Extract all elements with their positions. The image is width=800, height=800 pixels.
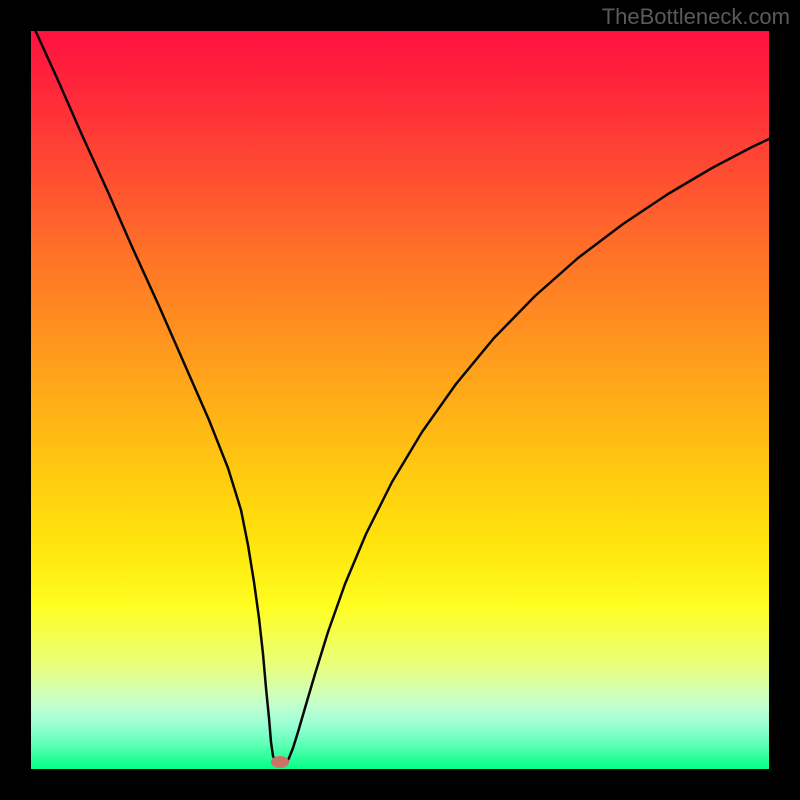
watermark-text: TheBottleneck.com	[602, 4, 790, 30]
chart-background	[31, 31, 769, 769]
chart-container: TheBottleneck.com	[0, 0, 800, 800]
optimum-marker	[271, 756, 289, 768]
bottleneck-chart	[0, 0, 800, 800]
